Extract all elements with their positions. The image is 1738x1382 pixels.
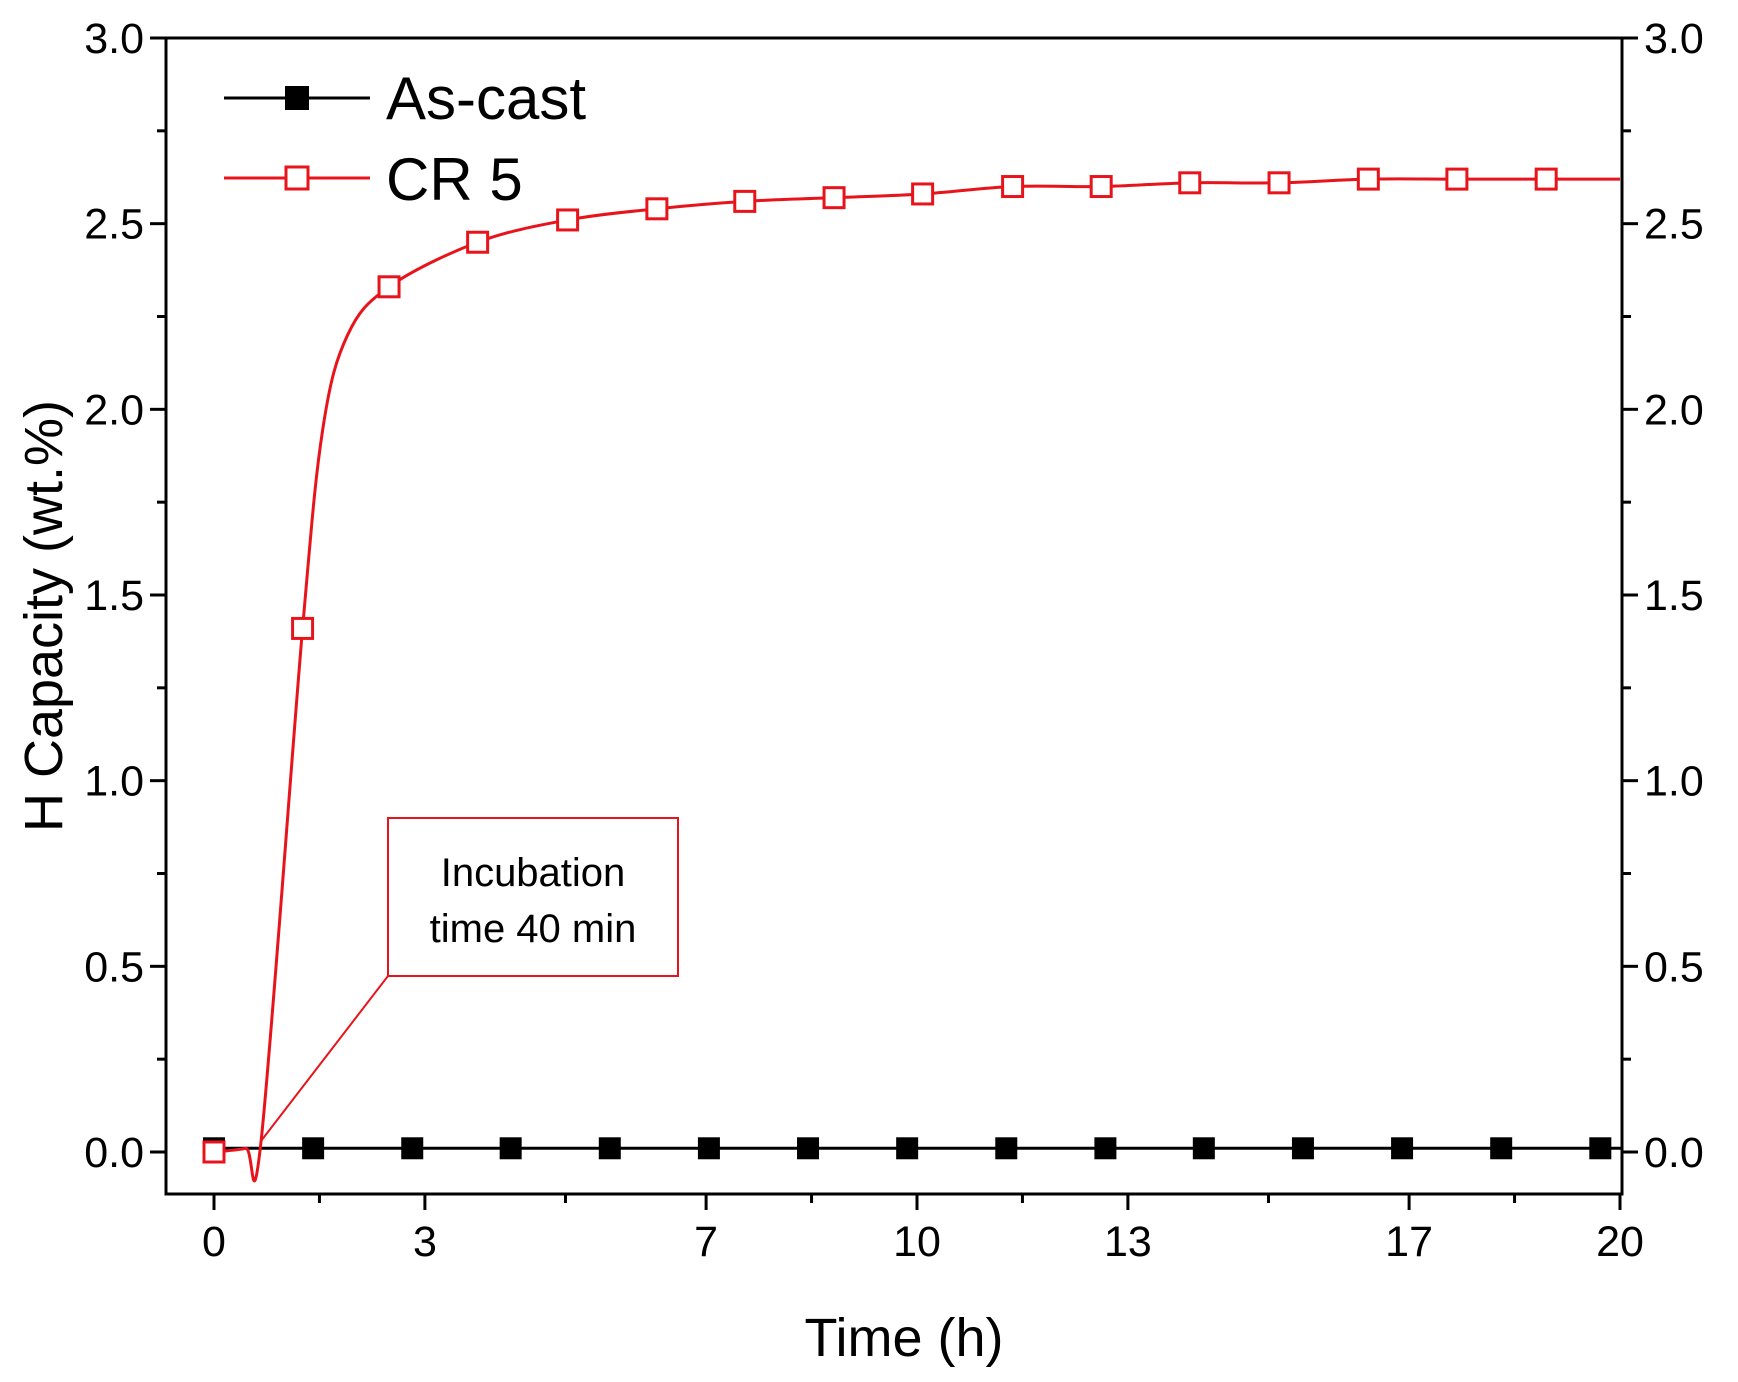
cr5-point-13 <box>1356 167 1380 191</box>
cr5-point-8 <box>911 182 935 206</box>
y-tick-label-left-4: 2.0 <box>84 386 144 434</box>
as-cast-point-12 <box>1391 1137 1414 1160</box>
y-tick-label-right-4: 2.0 <box>1644 386 1704 434</box>
legend-label-as-cast: As-cast <box>386 65 586 132</box>
y-tick-label-left-6: 3.0 <box>84 15 144 63</box>
as-cast-point-14 <box>1589 1137 1612 1160</box>
cr5-point-5 <box>645 197 669 221</box>
cr5-point-10 <box>1089 175 1113 199</box>
y-axis-title: H Capacity (wt.%) <box>14 400 74 832</box>
annotation-leader-line <box>260 975 389 1142</box>
series-layer <box>202 167 1622 1183</box>
x-tick-label-5: 17 <box>1385 1218 1433 1266</box>
x-tick-label-3: 10 <box>893 1218 941 1266</box>
cr5-point-9 <box>1001 175 1025 199</box>
cr5-point-3 <box>466 230 490 254</box>
x-tick-label-6: 20 <box>1596 1218 1644 1266</box>
cr5-point-12 <box>1267 171 1291 195</box>
as-cast-point-9 <box>1094 1137 1117 1160</box>
y-tick-label-right-0: 0.0 <box>1644 1129 1704 1177</box>
cr5-point-2 <box>377 275 401 299</box>
y-tick-label-right-2: 1.0 <box>1644 758 1704 806</box>
y-tick-label-right-6: 3.0 <box>1644 15 1704 63</box>
cr5-point-1 <box>291 616 315 640</box>
y-tick-label-left-1: 0.5 <box>84 943 144 991</box>
cr5-point-14 <box>1445 167 1469 191</box>
legend-label-cr5: CR 5 <box>386 146 523 213</box>
legend: As-cast CR 5 <box>224 65 586 213</box>
cr5-point-0 <box>202 1140 226 1164</box>
legend-marker-as-cast <box>285 86 309 110</box>
as-cast-point-1 <box>302 1137 325 1160</box>
as-cast-point-10 <box>1192 1137 1215 1160</box>
annotation-box <box>387 817 679 977</box>
cr5-point-11 <box>1178 171 1202 195</box>
incubation-annotation: Incubation time 40 min <box>260 817 679 1142</box>
as-cast-point-3 <box>499 1137 522 1160</box>
y-tick-label-left-3: 1.5 <box>84 572 144 620</box>
cr5-point-7 <box>822 186 846 210</box>
y-tick-label-left-5: 2.5 <box>84 201 144 249</box>
annotation-text-line2: time 40 min <box>430 907 637 951</box>
y-tick-label-left-0: 0.0 <box>84 1129 144 1177</box>
as-cast-point-2 <box>401 1137 424 1160</box>
legend-marker-cr5 <box>284 165 310 191</box>
cr5-point-15 <box>1534 167 1558 191</box>
cr5-point-4 <box>556 208 580 232</box>
as-cast-point-6 <box>797 1137 820 1160</box>
annotation-text-line1: Incubation <box>441 851 626 895</box>
as-cast-point-11 <box>1291 1137 1314 1160</box>
x-axis-title: Time (h) <box>805 1308 1004 1368</box>
axis-ticks: 0 3 7 10 13 17 200.0 0.00.5 0.51.0 1.01.5 1.52.0 2.… <box>84 15 1704 1266</box>
as-cast-point-5 <box>697 1137 720 1160</box>
as-cast-point-13 <box>1490 1137 1513 1160</box>
as-cast-point-4 <box>598 1137 621 1160</box>
x-tick-label-4: 13 <box>1104 1218 1152 1266</box>
y-tick-label-right-3: 1.5 <box>1644 572 1704 620</box>
y-tick-label-right-5: 2.5 <box>1644 201 1704 249</box>
x-tick-label-1: 3 <box>413 1218 437 1266</box>
plot-frame <box>164 36 1624 1196</box>
as-cast-point-7 <box>896 1137 919 1160</box>
as-cast-point-8 <box>995 1137 1018 1160</box>
x-tick-label-0: 0 <box>202 1218 226 1266</box>
y-tick-label-left-2: 1.0 <box>84 758 144 806</box>
x-tick-label-2: 7 <box>694 1218 718 1266</box>
y-tick-label-right-1: 0.5 <box>1644 943 1704 991</box>
cr5-point-6 <box>733 189 757 213</box>
